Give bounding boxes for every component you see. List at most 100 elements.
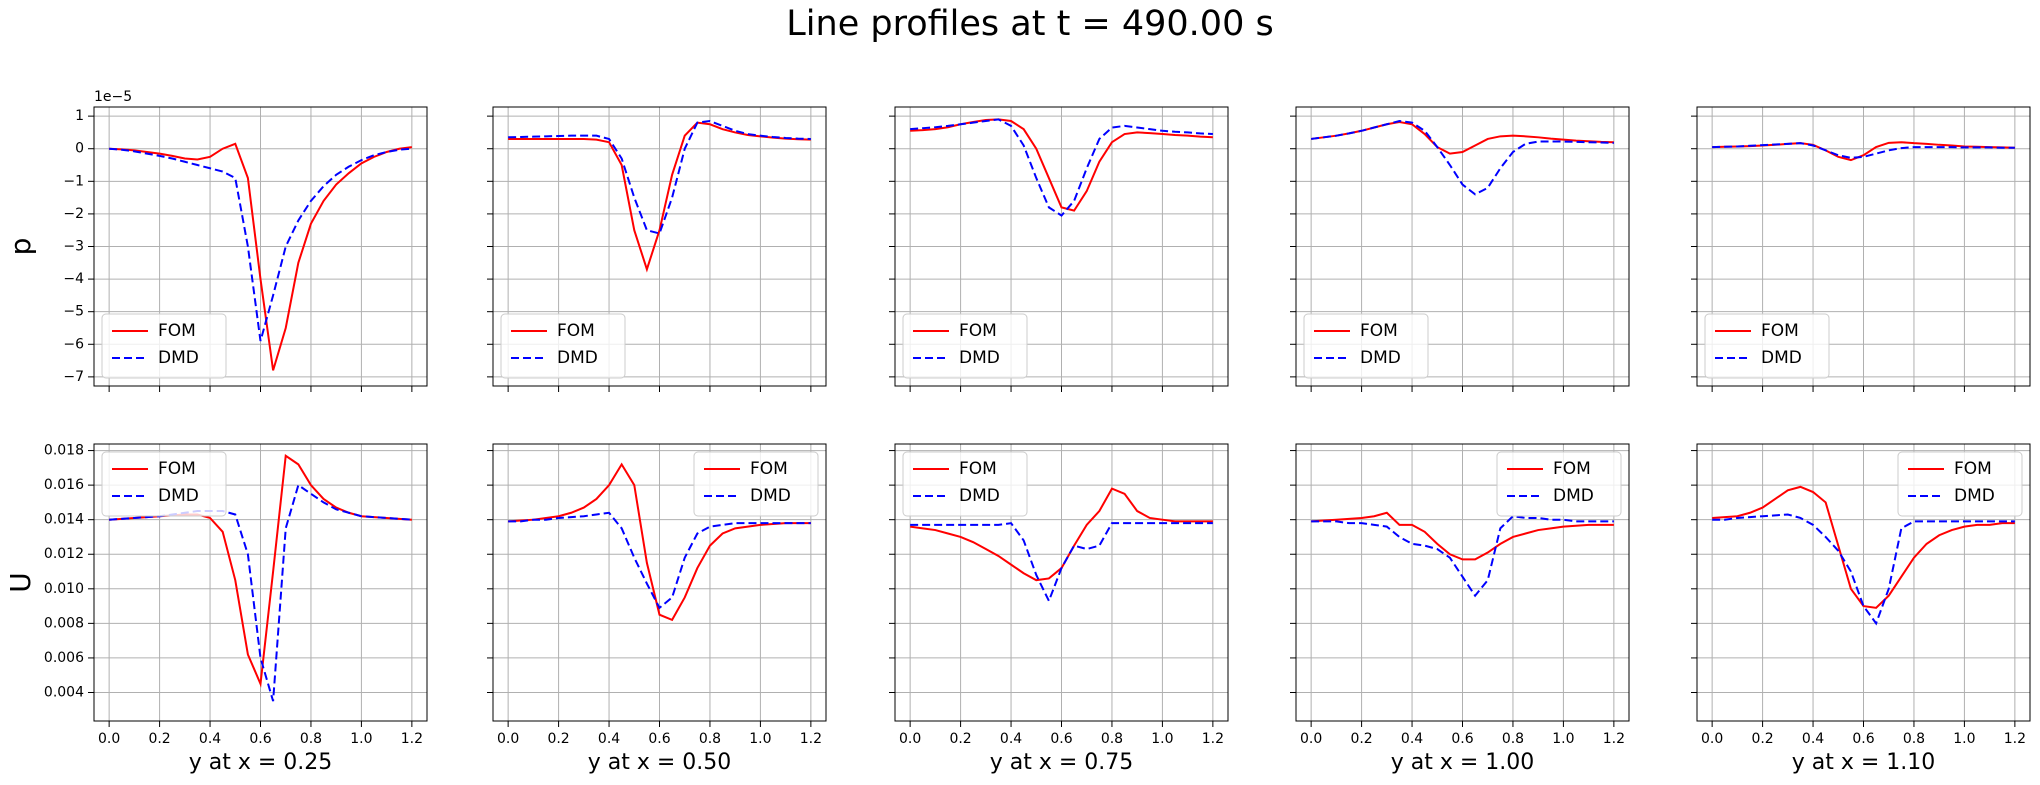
legend-label: DMD (959, 486, 1000, 506)
series-line (109, 142, 412, 371)
legend: FOM DMD (1496, 451, 1622, 517)
axes-frame (1696, 106, 2031, 387)
legend-label: FOM (750, 459, 788, 479)
x-tick-label: 0.4 (598, 731, 620, 747)
x-tick-label: 0.6 (1852, 731, 1874, 747)
y-tick-label: 0.004 (44, 684, 84, 700)
axes-frame (93, 106, 428, 387)
y-axis-label: U (4, 572, 37, 593)
plot-area (910, 118, 1213, 217)
x-tick-label: 1.0 (1552, 731, 1574, 747)
axes-frame (1295, 443, 1630, 722)
series-line (1311, 120, 1614, 196)
x-tick-label: 0.0 (1701, 731, 1723, 747)
legend-label: FOM (959, 459, 997, 479)
x-tick-label: 1.0 (749, 731, 771, 747)
x-tick-label: 0.8 (1502, 731, 1524, 747)
legend: FOM DMD (101, 451, 227, 517)
x-tick-label: 0.0 (497, 731, 519, 747)
x-tick-label: 0.0 (899, 731, 921, 747)
axes-frame (93, 443, 428, 722)
series-line (910, 522, 1213, 604)
plot-area (508, 462, 811, 622)
y-tick-label: −6 (63, 336, 84, 352)
legend-label: DMD (1954, 486, 1995, 506)
x-axis-label: y at x = 1.00 (1391, 750, 1535, 775)
subplot: FOM DMD (1290, 106, 1630, 392)
legend-label: DMD (158, 486, 199, 506)
x-tick-label: 0.2 (1350, 731, 1372, 747)
subplot: 0.0 0.2 0.4 0.6 0.8 1.0 1.2 y at x = 1.10 FOM DMD (1691, 443, 2031, 775)
x-tick-label: 0.8 (300, 731, 322, 747)
subplot: 0.0 0.2 0.4 0.6 0.8 1.0 1.2 y at x = 1.00 FOM DMD (1290, 443, 1630, 775)
axes-frame (492, 443, 827, 722)
series-line (1712, 142, 2015, 159)
x-tick-label: 1.0 (350, 731, 372, 747)
plot-area (910, 487, 1213, 604)
legend: FOM DMD (500, 313, 626, 379)
y-tick-label: 0.018 (44, 443, 84, 459)
x-tick-label: 1.2 (401, 731, 423, 747)
y-tick-label: 0.012 (44, 546, 84, 562)
x-tick-label: 0.4 (1802, 731, 1824, 747)
legend: FOM DMD (1704, 313, 1830, 379)
series-line (508, 119, 811, 235)
y-tick-label: 0.010 (44, 581, 84, 597)
plot-area (109, 142, 412, 371)
x-tick-label: 0.2 (949, 731, 971, 747)
y-tick-label: 1 (75, 108, 84, 124)
x-tick-label: 1.2 (1603, 731, 1625, 747)
legend-label: DMD (1360, 348, 1401, 368)
legend-label: FOM (1761, 321, 1799, 341)
x-tick-label: 0.0 (98, 731, 120, 747)
subplot: 0.0 0.2 0.4 0.6 0.8 1.0 1.2 0.004 0.006 0.008 0.01… (4, 443, 428, 775)
axes-frame (1295, 106, 1630, 387)
x-tick-label: 0.6 (1451, 731, 1473, 747)
plot-area (1311, 511, 1614, 598)
x-tick-label: 0.2 (1751, 731, 1773, 747)
x-axis-label: y at x = 0.25 (189, 750, 333, 775)
figure-title: Line profiles at t = 490.00 s (786, 4, 1273, 44)
legend-label: DMD (959, 348, 1000, 368)
series-line (1712, 513, 2015, 626)
x-tick-label: 1.0 (1953, 731, 1975, 747)
y-tick-label: 0.014 (44, 512, 84, 528)
x-tick-label: 0.8 (1101, 731, 1123, 747)
y-axis-label: p (4, 238, 37, 256)
subplot: 0.0 0.2 0.4 0.6 0.8 1.0 1.2 y at x = 0.50 FOM DMD (487, 443, 827, 775)
plot-area (1712, 485, 2015, 626)
subplot: 0.0 0.2 0.4 0.6 0.8 1.0 1.2 y at x = 0.75 FOM DMD (889, 443, 1229, 775)
subplot: −7 −6 −5 −4 −3 −2 −1 0 1 1e−5 p FOM DMD (4, 89, 428, 392)
legend: FOM DMD (1303, 313, 1429, 379)
x-tick-label: 1.2 (2004, 731, 2026, 747)
axes-frame (1696, 443, 2031, 722)
x-tick-label: 0.0 (1300, 731, 1322, 747)
legend-label: DMD (1553, 486, 1594, 506)
x-tick-label: 0.8 (1903, 731, 1925, 747)
legend-label: FOM (1553, 459, 1591, 479)
x-tick-label: 0.4 (1000, 731, 1022, 747)
y-tick-label: −5 (63, 304, 84, 320)
y-tick-label: 0.006 (44, 650, 84, 666)
legend-label: FOM (1360, 321, 1398, 341)
series-line (1712, 485, 2015, 609)
x-tick-label: 1.0 (1151, 731, 1173, 747)
plot-area (1712, 141, 2015, 162)
legend: FOM DMD (101, 313, 227, 379)
legend: FOM DMD (902, 313, 1028, 379)
subplot: FOM DMD (1691, 106, 2031, 392)
x-axis-label: y at x = 0.50 (588, 750, 732, 775)
x-tick-label: 1.2 (800, 731, 822, 747)
legend: FOM DMD (1897, 451, 2023, 517)
legend: FOM DMD (902, 451, 1028, 517)
x-axis-label: y at x = 0.75 (990, 750, 1134, 775)
y-tick-label: 0 (75, 141, 84, 157)
y-tick-label: −4 (63, 271, 84, 287)
axes-frame (894, 106, 1229, 387)
series-line (910, 118, 1213, 217)
x-tick-label: 0.6 (1050, 731, 1072, 747)
subplot: FOM DMD (487, 106, 827, 392)
axes-frame (492, 106, 827, 387)
x-tick-label: 1.2 (1202, 731, 1224, 747)
